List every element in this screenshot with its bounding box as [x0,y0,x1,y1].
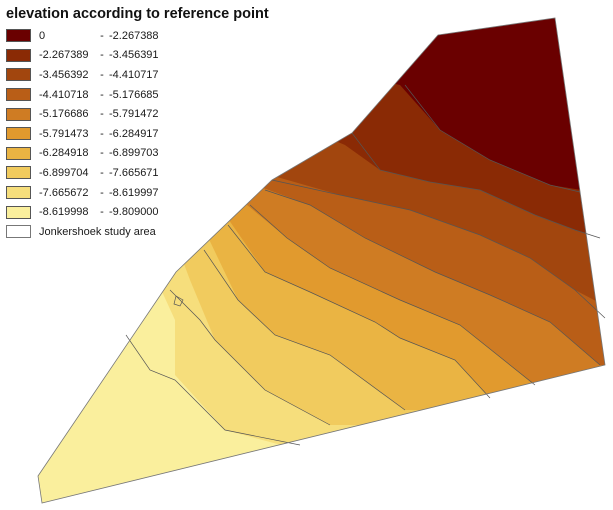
range-low: -8.619998 [39,206,89,219]
legend-item: -4.410718- -5.176685 [6,85,346,105]
contour-line [203,249,406,411]
legend-item: -5.791473- -6.284917 [6,124,346,144]
range-separator: - [100,186,104,199]
legend-item: -6.284918- -6.899703 [6,144,346,164]
range-separator: - [100,88,104,101]
range-low: -5.791473 [39,127,89,140]
legend-range-label: -2.267389- -3.456391 [39,49,159,61]
range-low: -5.176686 [39,108,89,121]
legend-item: 0 - -2.267388 [6,26,346,46]
legend-range-label: -4.410718- -5.176685 [39,89,159,101]
legend-range-label: 0 - -2.267388 [39,30,159,42]
legend-item: -2.267389- -3.456391 [6,46,346,66]
range-high: -7.665671 [109,166,159,179]
legend-item: -8.619998- -9.809000 [6,202,346,222]
legend-range-label: -7.665672- -8.619997 [39,187,159,199]
contour-lines [125,84,606,446]
legend-item: -5.176686- -5.791472 [6,104,346,124]
legend-range-label: -5.176686- -5.791472 [39,108,159,120]
range-high: -2.267388 [109,29,159,42]
legend-range-label: -6.284918- -6.899703 [39,147,159,159]
range-separator: - [100,29,104,42]
contour-line [351,132,601,239]
range-separator: - [100,206,104,219]
range-high: -6.284917 [109,127,159,140]
legend-swatch [6,146,31,160]
study-area-swatch [6,225,31,239]
legend-item: -6.899704- -7.665671 [6,163,346,183]
legend-swatch [6,68,31,82]
range-high: -6.899703 [109,147,159,160]
range-separator: - [100,166,104,179]
contour-line [271,179,606,319]
range-high: -8.619997 [109,186,159,199]
range-low: 0 [39,29,46,42]
range-separator: - [100,147,104,160]
legend-range-label: -8.619998- -9.809000 [39,206,159,218]
range-separator: - [100,49,104,62]
legend-swatch [6,29,31,43]
contour-line [404,84,581,193]
legend-swatch [6,205,31,219]
legend-item: -3.456392- -4.410717 [6,65,346,85]
elevation-band-1 [38,18,605,195]
range-separator: - [100,68,104,81]
contour-line [249,204,536,386]
legend-item: -7.665672- -8.619997 [6,183,346,203]
range-high: -9.809000 [109,206,159,219]
legend-swatch [6,166,31,180]
contour-line [264,189,601,366]
legend-swatch [6,48,31,62]
range-low: -3.456392 [39,68,89,81]
range-low: -2.267389 [39,49,89,62]
contour-line [125,334,301,446]
study-area-label: Jonkershoek study area [39,225,156,238]
legend-range-label: -3.456392- -4.410717 [39,69,159,81]
legend-swatch [6,107,31,121]
range-low: -4.410718 [39,88,89,101]
range-separator: - [100,127,104,140]
range-low: -6.899704 [39,166,89,179]
range-high: -3.456391 [109,49,159,62]
range-high: -5.176685 [109,88,159,101]
legend-swatch [6,186,31,200]
contour-line [173,295,184,307]
contour-line [169,289,331,426]
legend-swatch [6,127,31,141]
legend-range-label: -6.899704- -7.665671 [39,167,159,179]
range-low: -7.665672 [39,186,89,199]
study-area-outline [37,17,606,504]
range-high: -4.410717 [109,68,159,81]
range-separator: - [100,108,104,121]
contour-line [227,224,491,399]
map-legend: elevation according to reference point 0… [6,6,346,242]
legend-title: elevation according to reference point [6,6,269,22]
range-high: -5.791472 [109,108,159,121]
legend-item-study-area: Jonkershoek study area [6,222,346,242]
legend-swatch [6,88,31,102]
legend-range-label: -5.791473- -6.284917 [39,128,159,140]
range-low: -6.284918 [39,147,89,160]
